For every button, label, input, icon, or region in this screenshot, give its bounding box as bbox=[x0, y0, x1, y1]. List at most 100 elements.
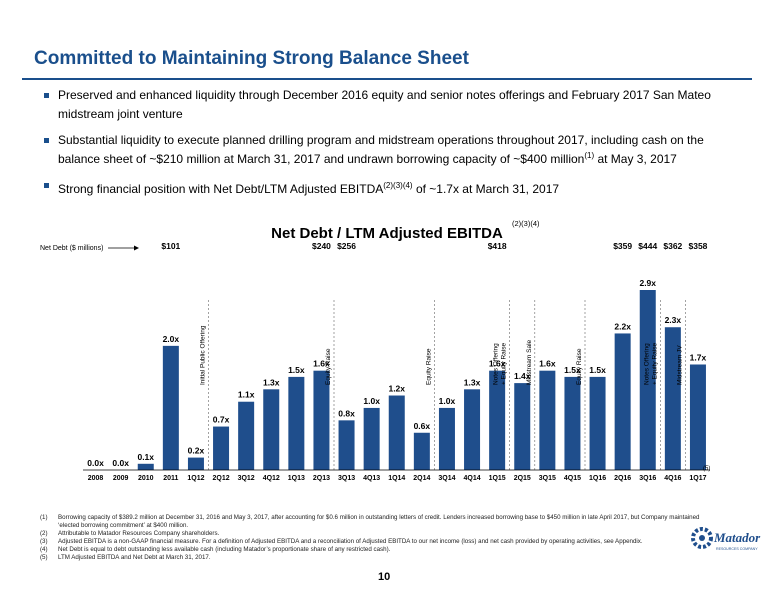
chart-title-footnote: (2)(3)(4) bbox=[512, 219, 540, 228]
bar-4Q14 bbox=[464, 389, 481, 470]
x-tick-label: 2Q16 bbox=[614, 475, 631, 482]
bar-1Q15 bbox=[489, 370, 506, 470]
net-debt-label: $256 bbox=[337, 241, 356, 251]
matador-logo: Matador RESOURCES COMPANY bbox=[691, 527, 761, 551]
bullet-list: Preserved and enhanced liquidity through… bbox=[44, 88, 734, 208]
bar-value-label: 1.0x bbox=[363, 396, 380, 406]
logo-wordmark: Matador bbox=[713, 530, 761, 545]
footnotes: (1) Borrowing capacity of $389.2 million … bbox=[40, 514, 700, 561]
bar-value-label: 1.1x bbox=[238, 390, 255, 400]
x-tick-label: 4Q15 bbox=[564, 475, 581, 482]
net-debt-label: $358 bbox=[688, 241, 707, 251]
net-debt-label: $362 bbox=[663, 241, 682, 251]
event-annotation: Equity Raise bbox=[576, 348, 583, 385]
bar-value-label: 2.2x bbox=[614, 321, 631, 331]
bullet-item: Strong financial position with Net Debt/… bbox=[44, 178, 734, 197]
chart-title: Net Debt / LTM Adjusted EBITDA bbox=[271, 225, 503, 242]
bar-2Q14 bbox=[413, 432, 430, 470]
bar-1Q16 bbox=[589, 376, 606, 470]
footnote: (4) Net Debt is equal to debt outstanding… bbox=[40, 545, 391, 553]
x-tick-label: 3Q14 bbox=[438, 475, 455, 482]
x-tick-label: 2Q14 bbox=[413, 475, 430, 482]
bar-2Q12 bbox=[213, 426, 230, 470]
x-tick-label: 1Q16 bbox=[589, 475, 606, 482]
bar-1Q12 bbox=[187, 457, 204, 470]
bar-value-label: 1.7x bbox=[690, 352, 707, 362]
net-debt-label: $240 bbox=[312, 241, 331, 251]
bar-value-label: 1.0x bbox=[439, 396, 456, 406]
event-annotation: Equity Raise bbox=[425, 348, 432, 385]
bar-2Q13 bbox=[313, 370, 330, 470]
bar-value-label: 2.9x bbox=[639, 278, 656, 288]
x-tick-label: 1Q17 bbox=[689, 475, 706, 482]
x-tick-label: 1Q13 bbox=[288, 475, 305, 482]
net-debt-label: $444 bbox=[638, 241, 657, 251]
event-annotation: Initial Public Offering bbox=[200, 325, 207, 385]
net-debt-arrow-head bbox=[134, 245, 139, 251]
bar-value-label: 0.0x bbox=[112, 458, 129, 468]
x-tick-label: 1Q12 bbox=[187, 475, 204, 482]
bar-2Q15 bbox=[514, 383, 531, 470]
x-tick-label: 1Q15 bbox=[489, 475, 506, 482]
x-tick-label: 2Q12 bbox=[212, 475, 229, 482]
net-debt-label: $101 bbox=[161, 241, 180, 251]
x-tick-label: 3Q16 bbox=[639, 475, 656, 482]
bar-value-label: 0.6x bbox=[414, 421, 431, 431]
page-number: 10 bbox=[378, 571, 391, 583]
net-debt-label: $359 bbox=[613, 241, 632, 251]
x-tick-label: 3Q13 bbox=[338, 475, 355, 482]
bar-1Q13 bbox=[288, 376, 305, 470]
bar-value-label: 1.6x bbox=[489, 359, 506, 369]
bar-1Q14 bbox=[388, 395, 405, 470]
x-tick-label: 2011 bbox=[163, 475, 178, 482]
page-title: Committed to Maintaining Strong Balance … bbox=[34, 48, 469, 69]
bar-value-label: 1.6x bbox=[539, 359, 556, 369]
event-annotation: Notes Offering bbox=[493, 343, 500, 385]
footnote: (3) Adjusted EBITDA is a non-GAAP financi… bbox=[40, 537, 643, 545]
gear-hub bbox=[699, 535, 705, 541]
bar-value-label: 2.0x bbox=[163, 334, 180, 344]
bar-2Q16 bbox=[614, 333, 631, 470]
bar-3Q16 bbox=[639, 290, 656, 470]
bar-value-label: 1.5x bbox=[589, 365, 606, 375]
bar-4Q12 bbox=[263, 389, 280, 470]
x-tick-label: 1Q14 bbox=[388, 475, 405, 482]
bar-3Q13 bbox=[338, 420, 355, 470]
event-annotation: Midstream Sale bbox=[526, 339, 533, 385]
x-tick-label: 2008 bbox=[88, 475, 104, 482]
bar-value-label: 1.5x bbox=[564, 365, 581, 375]
bar-value-label: 1.2x bbox=[388, 384, 405, 394]
bar-3Q14 bbox=[438, 407, 455, 470]
bar-4Q13 bbox=[363, 407, 380, 470]
x-tick-label: 3Q15 bbox=[539, 475, 556, 482]
title-rule bbox=[22, 78, 752, 80]
x-tick-label: 3Q12 bbox=[238, 475, 255, 482]
bar-3Q12 bbox=[238, 401, 255, 470]
bar-value-label: 0.1x bbox=[137, 452, 154, 462]
bar-4Q16 bbox=[664, 327, 681, 470]
bullet-item: Substantial liquidity to execute planned… bbox=[44, 133, 734, 167]
bar-value-label: 1.3x bbox=[464, 377, 481, 387]
x-tick-label: 4Q14 bbox=[463, 475, 480, 482]
footnote: (5) LTM Adjusted EBITDA and Net Debt at M… bbox=[40, 553, 211, 561]
x-tick-label: 2010 bbox=[138, 475, 154, 482]
bar-value-label: 1.4x bbox=[514, 371, 531, 381]
event-annotation: + Equity Raise bbox=[651, 343, 658, 385]
bar-value-label: 2.3x bbox=[665, 315, 682, 325]
bar-3Q15 bbox=[539, 370, 556, 470]
bar-value-label: 1.6x bbox=[313, 359, 330, 369]
bar-2011 bbox=[162, 345, 179, 470]
bar-2010 bbox=[137, 463, 154, 470]
bar-value-label: 0.0x bbox=[87, 458, 104, 468]
footnote: (2) Attributable to Matador Resources Com… bbox=[40, 529, 220, 537]
x-tick-label: 4Q13 bbox=[363, 475, 380, 482]
x-tick-label: 2Q13 bbox=[313, 475, 330, 482]
bar-value-label: 0.2x bbox=[188, 446, 205, 456]
event-annotation: Notes Offering bbox=[643, 343, 650, 385]
bar-4Q15 bbox=[564, 376, 581, 470]
last-bar-footnote: (5) bbox=[703, 466, 710, 472]
gear-icon bbox=[691, 527, 713, 549]
event-annotation: Midstream JV bbox=[676, 345, 683, 385]
footnote: (1) Borrowing capacity of $389.2 million … bbox=[40, 514, 700, 529]
